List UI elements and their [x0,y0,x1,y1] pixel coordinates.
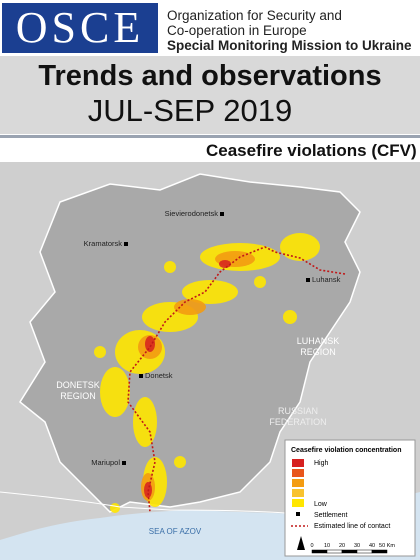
swatch [292,489,304,497]
scale-segment [341,549,358,554]
swatch [292,469,304,477]
swatch [292,499,304,507]
sea-label: SEA OF AZOV [149,527,202,536]
org-line: Co-operation in Europe [167,23,307,38]
map-title: Ceasefire violations (CFV) [206,141,417,160]
region-label: DONETSK [56,380,100,390]
region-label: FEDERATION [269,417,326,427]
organization: Organization for Security and Co-operati… [167,8,412,53]
settlement-label: Mariupol [91,458,120,467]
region-label: REGION [60,391,96,401]
settlement-marker [139,374,143,378]
period: JUL-SEP 2019 [87,93,293,128]
scale-label: 30 [354,543,360,549]
scale-label: 20 [339,543,345,549]
settlement-marker [122,461,126,465]
legend-settlement: Settlement [314,512,348,519]
title: Trends and observations [38,60,382,92]
swatch [292,459,304,467]
header: OSCE Organization for Security and Co-op… [0,0,420,56]
settlement-marker [306,278,310,282]
settlement-label: Donetsk [145,371,173,380]
region-label: LUHANSK [297,336,340,346]
region-label: REGION [300,347,336,357]
scale-bar: 0 10 20 30 40 50 Km [310,543,395,554]
settlement-marker [220,212,224,216]
swatch [292,479,304,487]
title-band [0,56,420,134]
north-arrow [297,536,305,550]
scale-segment [371,549,388,554]
legend: Ceasefire violation concentration High L… [284,439,416,557]
labels: Sievierodonetsk Kramatorsk Luhansk Donetsk M… [56,209,340,536]
legend-line: Estimated line of contact [314,523,390,530]
legend-low: Low [314,501,328,508]
scale-label: 50 Km [379,543,395,549]
settlement-icon [296,512,300,516]
scale-label: 40 [369,543,375,549]
logo: OSCE [2,3,158,53]
rule [0,135,420,138]
legend-box [284,439,416,557]
org-line: Organization for Security and [167,8,342,23]
scale-segment [356,549,373,554]
scale-segment [311,549,328,554]
scale-segment [326,549,343,554]
scale-label: 10 [324,543,330,549]
settlement-label: Sievierodonetsk [165,209,219,218]
scale-label: 0 [310,543,313,549]
region-label: RUSSIAN [278,406,318,416]
map: Sievierodonetsk Kramatorsk Luhansk Donetsk M… [0,162,420,560]
settlement-marker [124,242,128,246]
settlement-label: Luhansk [312,275,341,284]
line-of-contact [127,246,346,513]
settlement-label: Kramatorsk [84,239,123,248]
legend-title: Ceasefire violation concentration [291,447,401,454]
legend-high: High [314,460,329,467]
mission: Special Monitoring Mission to Ukraine [167,38,412,53]
coast [0,491,301,515]
